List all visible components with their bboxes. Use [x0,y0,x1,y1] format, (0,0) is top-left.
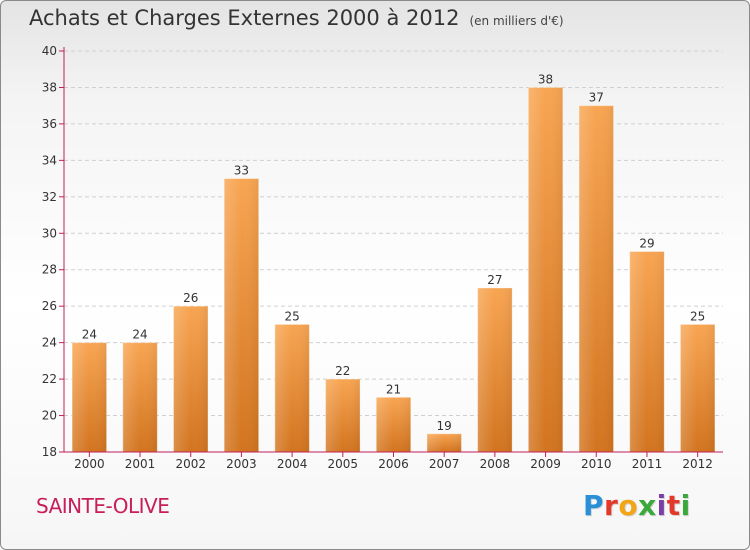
x-tick-label: 2002 [175,457,206,471]
data-label: 26 [183,291,198,305]
brand-letter: P [583,489,605,522]
brand-letter: t [666,489,681,522]
bar-shine [376,397,411,452]
y-tick-label: 20 [42,409,57,423]
data-label: 22 [335,364,350,378]
bar-shine [122,342,158,452]
x-tick-label: 2010 [581,457,612,471]
x-tick-label: 2005 [328,457,359,471]
grid-lines [64,50,723,417]
town-name: SAINTE-OLIVE [36,494,170,518]
y-tick-label: 22 [42,372,57,386]
bar-shine [629,251,665,452]
bar-shine [72,342,107,452]
brand-letter: r [604,489,619,522]
bar-shine [579,105,614,452]
y-tick-label: 36 [42,117,57,131]
brand-letter: o [618,489,639,522]
x-tick-label: 2012 [682,457,713,471]
x-axis-ticks: 2000 2001 2002 2003 2004 2005 2006 2007 2008 2009… [74,452,713,471]
data-label: 29 [639,237,654,251]
data-label: 24 [82,328,97,342]
data-label: 25 [690,309,705,323]
y-tick-label: 18 [42,445,57,459]
x-tick-label: 2001 [125,457,156,471]
x-tick-label: 2008 [480,457,511,471]
data-label: 19 [437,419,452,433]
proxiti-logo[interactable]: Proxiti [583,489,691,522]
y-tick-label: 30 [42,226,57,240]
y-tick-label: 32 [42,190,57,204]
brand-letter: i [680,489,691,522]
x-tick-label: 2009 [530,457,561,471]
brand-letter: i [656,489,667,522]
x-tick-label: 2011 [632,457,663,471]
x-tick-label: 2004 [277,457,308,471]
data-label: 33 [234,164,249,178]
y-tick-label: 28 [42,263,57,277]
chart-title: Achats et Charges Externes 2000 à 2012 (e… [29,6,564,30]
brand-letter: x [638,489,657,522]
chart-title-text: Achats et Charges Externes 2000 à 2012 [29,6,460,30]
data-label: 24 [132,328,147,342]
x-tick-label: 2000 [74,457,105,471]
bar-shine [426,433,462,452]
bar-shine [477,287,513,452]
x-tick-label: 2007 [429,457,460,471]
data-label: 21 [386,382,401,396]
bar-shine [274,324,310,452]
data-label: 38 [538,72,553,86]
chart-unit: (en milliers d'€) [469,14,564,28]
y-axis-ticks: 18 20 22 24 26 28 30 32 34 36 38 40 [42,44,64,459]
data-label: 27 [487,273,502,287]
bar-shine [173,306,208,452]
x-tick-label: 2006 [378,457,409,471]
bar-shine [680,324,715,452]
y-tick-label: 40 [42,44,57,58]
bar-shine [325,379,361,452]
y-tick-label: 26 [42,299,57,313]
y-tick-label: 38 [42,80,57,94]
data-label: 25 [284,309,299,323]
x-tick-label: 2003 [226,457,257,471]
y-tick-label: 34 [42,153,57,167]
y-tick-label: 24 [42,336,57,350]
bar-shine [528,87,563,453]
bar-shine [224,178,259,452]
data-label: 37 [589,91,604,105]
bars: 24 24 26 33 25 22 21 19 27 38 37 29 25 [71,72,716,453]
